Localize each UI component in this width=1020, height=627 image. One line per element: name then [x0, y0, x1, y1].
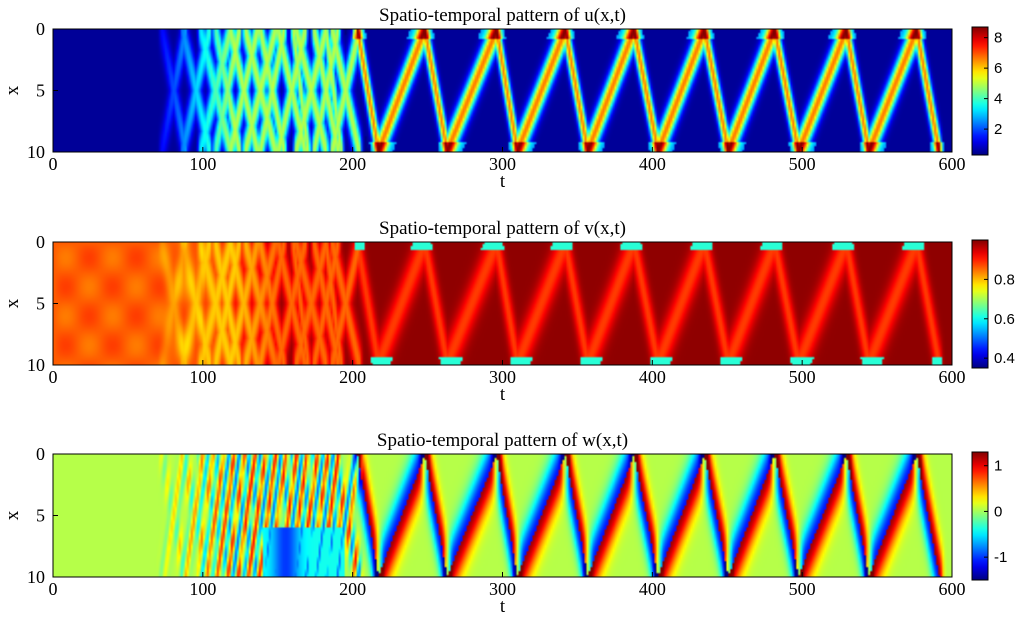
x-tick-label: 300	[489, 367, 516, 387]
x-tick-label: 100	[189, 579, 216, 599]
x-axis-label: t	[500, 596, 506, 617]
colorbar-tick-label: 8	[994, 30, 1002, 47]
x-tick-label: 200	[339, 154, 366, 174]
x-tick-label: 400	[639, 579, 666, 599]
y-tick-label: 5	[36, 81, 45, 101]
x-tick-label: 300	[489, 154, 516, 174]
x-tick-label: 400	[639, 154, 666, 174]
x-tick-label: 0	[49, 367, 58, 387]
x-axis-label: t	[500, 384, 506, 405]
x-tick-label: 600	[939, 367, 966, 387]
colorbar-tick-label: -1	[994, 549, 1007, 566]
x-tick-label: 100	[189, 367, 216, 387]
x-tick-label: 100	[189, 154, 216, 174]
y-tick-label: 0	[36, 444, 45, 464]
colorbar-tick-label: 0.8	[994, 271, 1015, 288]
panel-v: Spatio-temporal pattern of v(x,t)0 100 200…	[2, 218, 1015, 405]
y-axis-label: x	[2, 298, 23, 308]
y-tick-label: 10	[27, 142, 45, 162]
x-tick-label: 500	[789, 579, 816, 599]
colorbar-tick-label: 4	[994, 91, 1002, 108]
x-tick-label: 300	[489, 579, 516, 599]
heatmap-v	[53, 242, 952, 365]
heatmap-w	[53, 454, 952, 577]
colorbar	[971, 239, 989, 369]
y-tick-label: 10	[27, 355, 45, 375]
x-axis-label: t	[500, 171, 506, 192]
y-axis-label: x	[2, 510, 23, 520]
chart-title: Spatio-temporal pattern of u(x,t)	[379, 5, 626, 26]
chart-title: Spatio-temporal pattern of w(x,t)	[377, 430, 628, 451]
y-axis-label: x	[2, 85, 23, 95]
panel-u: Spatio-temporal pattern of u(x,t)0 100 200…	[2, 5, 1002, 192]
heatmap-u	[53, 29, 952, 152]
chart-title: Spatio-temporal pattern of v(x,t)	[379, 218, 626, 239]
y-tick-label: 10	[27, 567, 45, 587]
colorbar	[971, 451, 989, 581]
x-tick-label: 200	[339, 579, 366, 599]
x-tick-label: 600	[939, 154, 966, 174]
colorbar-tick-label: 0.6	[994, 311, 1015, 328]
y-tick-label: 5	[36, 294, 45, 314]
colorbar-tick-label: 0	[994, 503, 1002, 520]
x-tick-label: 400	[639, 367, 666, 387]
x-tick-label: 0	[49, 154, 58, 174]
colorbar	[971, 26, 989, 156]
colorbar-tick-label: 0.4	[994, 350, 1015, 367]
x-tick-label: 200	[339, 367, 366, 387]
y-tick-label: 0	[36, 19, 45, 39]
colorbar-tick-label: 2	[994, 121, 1002, 138]
y-tick-label: 0	[36, 232, 45, 252]
x-tick-label: 500	[789, 154, 816, 174]
colorbar-tick-label: 6	[994, 60, 1002, 77]
x-tick-label: 0	[49, 579, 58, 599]
panel-w: Spatio-temporal pattern of w(x,t)0 100 200…	[2, 430, 1007, 617]
y-tick-label: 5	[36, 506, 45, 526]
x-tick-label: 500	[789, 367, 816, 387]
x-tick-label: 600	[939, 579, 966, 599]
colorbar-tick-label: 1	[994, 458, 1002, 475]
